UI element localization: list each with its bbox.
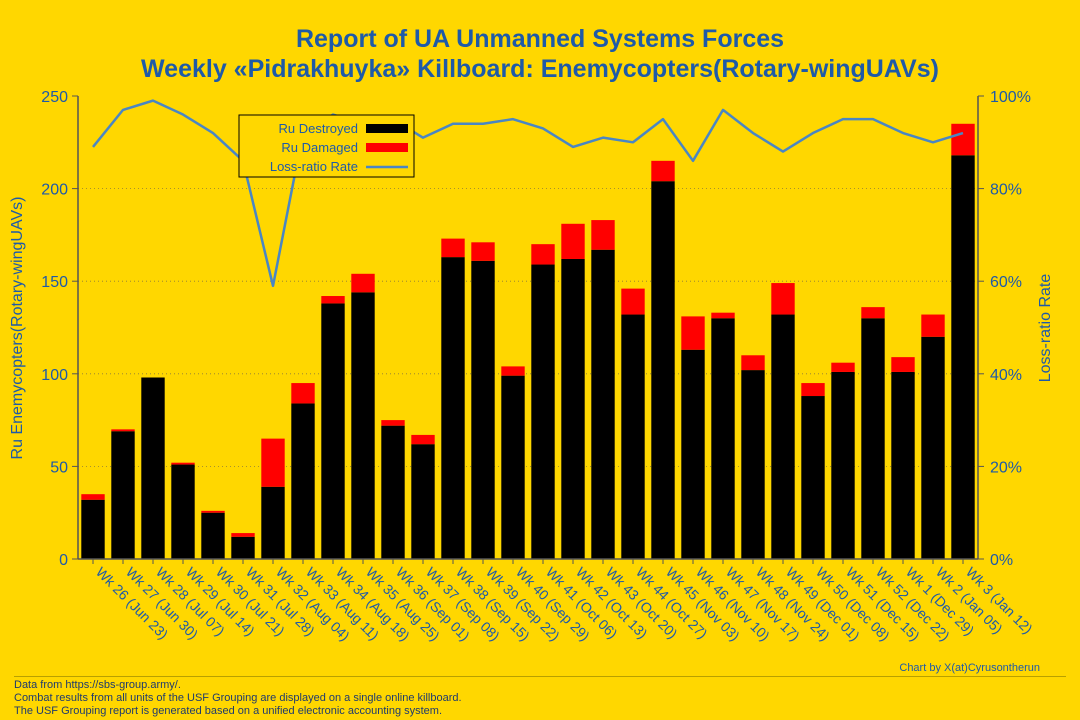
- y2-tick-label: 40%: [990, 367, 1022, 384]
- y2-tick-label: 0%: [990, 552, 1013, 569]
- bar-destroyed: [711, 318, 735, 559]
- y2-tick-label: 60%: [990, 274, 1022, 291]
- bar-damaged: [651, 160, 675, 182]
- y-tick-label: 50: [50, 459, 68, 476]
- footer-line-1: Data from https://sbs-group.army/.: [14, 679, 181, 691]
- bar-damaged: [621, 288, 645, 315]
- bar-damaged: [261, 438, 285, 487]
- bar-destroyed: [321, 303, 345, 559]
- y2-axis-label: Loss-ratio Rate: [1037, 274, 1054, 383]
- bar-damaged: [561, 223, 585, 259]
- footer-line-2: Combat results from all units of the USF…: [14, 692, 462, 704]
- bar-destroyed: [921, 336, 945, 559]
- bar-destroyed: [261, 486, 285, 559]
- bar-damaged: [201, 510, 225, 513]
- bar-damaged: [351, 273, 375, 293]
- bar-damaged: [711, 312, 735, 319]
- bar-destroyed: [171, 464, 195, 559]
- legend: Ru Destroyed Ru Damaged Loss-ratio Rate: [238, 114, 415, 178]
- footer-line-3: The USF Grouping report is generated bas…: [14, 705, 443, 717]
- bar-damaged: [771, 283, 795, 315]
- bar-destroyed: [231, 536, 255, 559]
- y-tick-label: 0: [59, 552, 68, 569]
- y2-tick-label: 20%: [990, 459, 1022, 476]
- bar-destroyed: [741, 370, 765, 559]
- bar-damaged: [531, 244, 555, 265]
- bar-damaged: [441, 238, 465, 258]
- legend-swatch-destroyed: [366, 124, 408, 133]
- bar-destroyed: [621, 314, 645, 559]
- bar-destroyed: [351, 292, 375, 559]
- bar-destroyed: [681, 349, 705, 559]
- bar-damaged: [381, 420, 405, 426]
- bar-damaged: [801, 383, 825, 397]
- bar-destroyed: [531, 264, 555, 559]
- bar-damaged: [591, 220, 615, 250]
- bar-damaged: [831, 362, 855, 372]
- y-axis-label: Ru Enemycopters(Rotary-wingUAVs): [9, 197, 26, 460]
- y-tick-label: 150: [41, 274, 68, 291]
- bar-destroyed: [861, 318, 885, 559]
- bar-destroyed: [651, 181, 675, 559]
- loss-ratio-line: [92, 99, 964, 288]
- bar-destroyed: [591, 249, 615, 559]
- y2-tick-label: 100%: [990, 89, 1031, 106]
- bar-damaged: [861, 307, 885, 319]
- bar-damaged: [411, 434, 435, 445]
- chart-credit: Chart by X(at)Cyrusontherun: [899, 662, 1040, 674]
- bar-destroyed: [441, 257, 465, 559]
- bar-damaged: [921, 314, 945, 337]
- chart-title-line2: Weekly «Pidrakhuyka» Killboard: Enemycop…: [141, 55, 939, 83]
- bar-destroyed: [831, 371, 855, 559]
- legend-label-loss-ratio: Loss-ratio Rate: [270, 159, 358, 174]
- bar-damaged: [891, 357, 915, 372]
- legend-swatch-damaged: [366, 143, 408, 152]
- bar-damaged: [951, 123, 975, 156]
- bar-damaged: [171, 462, 195, 465]
- footer-divider: [14, 676, 1066, 677]
- bar-damaged: [291, 383, 315, 404]
- bar-damaged: [81, 494, 105, 500]
- bar-destroyed: [411, 444, 435, 559]
- bar-destroyed: [141, 377, 165, 559]
- bar-destroyed: [891, 371, 915, 559]
- bar-destroyed: [951, 155, 975, 559]
- bar-damaged: [231, 533, 255, 537]
- bar-damaged: [471, 242, 495, 261]
- bar-destroyed: [471, 260, 495, 559]
- bar-destroyed: [501, 375, 525, 559]
- bar-destroyed: [111, 431, 135, 559]
- bar-destroyed: [81, 499, 105, 559]
- bar-destroyed: [381, 425, 405, 559]
- bar-destroyed: [561, 258, 585, 559]
- chart-title-line1: Report of UA Unmanned Systems Forces: [295, 25, 785, 53]
- y2-tick-label: 80%: [990, 182, 1022, 199]
- bar-destroyed: [801, 396, 825, 559]
- bar-destroyed: [771, 314, 795, 559]
- y-tick-label: 200: [41, 182, 68, 199]
- bar-damaged: [741, 355, 765, 371]
- legend-label-damaged: Ru Damaged: [281, 140, 358, 155]
- y-tick-label: 250: [41, 89, 68, 106]
- y-tick-label: 100: [41, 367, 68, 384]
- bar-destroyed: [201, 512, 225, 559]
- bar-damaged: [111, 429, 135, 432]
- bar-damaged: [321, 296, 345, 304]
- bar-damaged: [501, 366, 525, 376]
- bar-damaged: [681, 316, 705, 350]
- bar-destroyed: [291, 403, 315, 559]
- legend-label-destroyed: Ru Destroyed: [279, 121, 358, 136]
